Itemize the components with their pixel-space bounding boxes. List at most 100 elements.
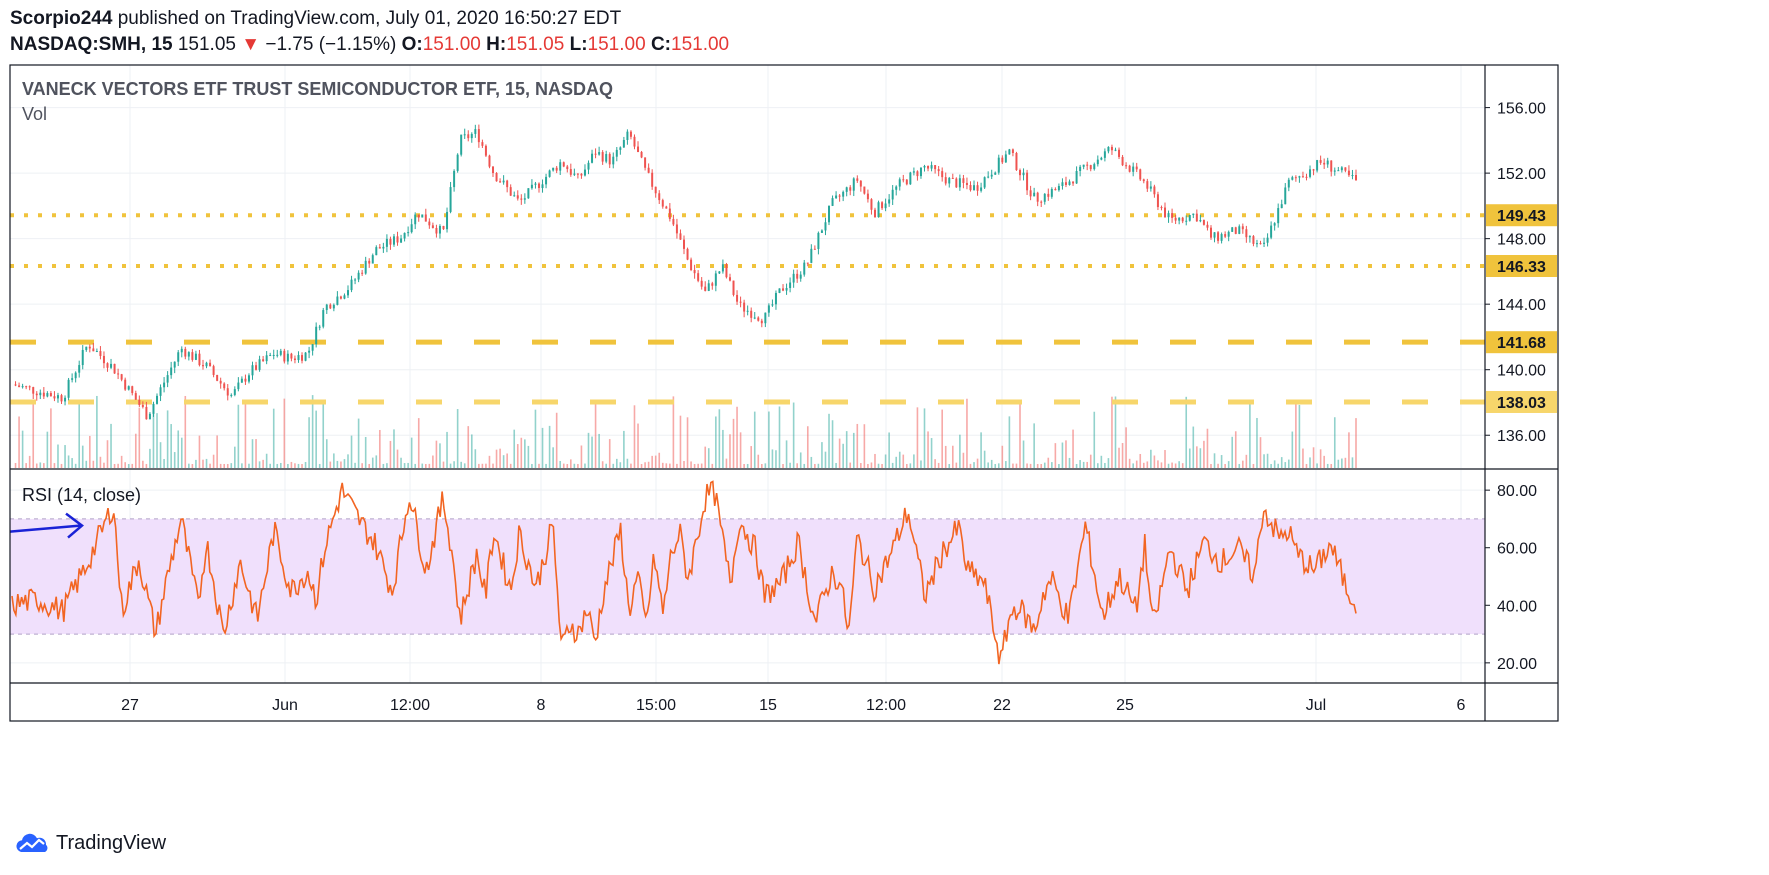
volume-bar: [1061, 442, 1064, 468]
volume-bar: [573, 463, 576, 468]
volume-bar: [43, 463, 45, 468]
candle-body: [1248, 236, 1251, 238]
volume-bar: [446, 431, 448, 468]
candle-body: [18, 385, 21, 387]
volume-bar: [481, 463, 484, 468]
candle-body: [1040, 201, 1043, 203]
volume-bar: [545, 463, 547, 468]
candle-body: [265, 355, 268, 362]
candle-body: [566, 166, 569, 170]
volume-bar: [180, 437, 183, 468]
candle-body: [463, 134, 466, 136]
volume-bar: [906, 463, 908, 468]
volume-bar: [237, 404, 240, 468]
volume-bar: [577, 463, 579, 468]
candle-body: [1238, 226, 1241, 234]
volume-bar: [810, 456, 813, 468]
volume-bar: [782, 463, 784, 468]
volume-bar: [902, 454, 905, 468]
candle-body: [357, 272, 360, 280]
candle-body: [1344, 167, 1347, 171]
candle-body: [923, 165, 926, 168]
candle-body: [1026, 172, 1029, 191]
candle-body: [166, 375, 169, 383]
volume-bar: [1047, 457, 1050, 468]
candle-body: [99, 351, 102, 356]
candle-body: [916, 171, 919, 177]
candle-body: [683, 239, 685, 249]
volume-bar: [838, 438, 841, 468]
horizontal-levels[interactable]: 149.43 146.33 141.68 138.03: [10, 204, 1557, 413]
volume-bar: [1291, 431, 1294, 468]
volume-bar: [219, 463, 222, 468]
candle-body: [1072, 181, 1075, 184]
volume-bar: [1075, 463, 1078, 468]
candle-body: [782, 288, 785, 291]
volume-bar: [538, 463, 540, 468]
candle-body: [559, 162, 562, 171]
candle-body: [71, 378, 74, 380]
candle-body: [771, 304, 774, 306]
candle-body: [753, 317, 756, 319]
candle-body: [654, 186, 657, 194]
candle-body: [1312, 169, 1315, 171]
time-axis-label: 12:00: [866, 697, 906, 714]
candle-body: [506, 180, 509, 188]
publisher-name[interactable]: Scorpio244: [10, 8, 113, 29]
level-price-tag: [1486, 204, 1557, 227]
pane-frames: [9, 64, 1559, 722]
candle-body: [651, 172, 654, 187]
volume-bar: [987, 462, 989, 468]
candle-body: [177, 352, 180, 362]
volume-bar: [718, 409, 721, 468]
volume-bar: [863, 424, 866, 468]
volume-bar: [824, 451, 827, 468]
axes[interactable]: 156.00 152.00 148.00 144.00 140.00 136.00 80.0…: [121, 101, 1546, 714]
volume-bar: [1284, 462, 1287, 468]
candle-body: [1231, 227, 1234, 232]
volume-bar: [959, 434, 961, 468]
tradingview-watermark[interactable]: TradingView: [14, 832, 166, 855]
candle-body: [421, 214, 424, 218]
candle-body: [1178, 217, 1181, 221]
volume-bar: [216, 435, 218, 468]
volume-bar: [722, 429, 724, 468]
volume-bar: [1157, 460, 1159, 468]
candle-body: [201, 365, 204, 367]
candle-body: [746, 310, 749, 312]
volume-bar: [1128, 458, 1131, 468]
volume-bar: [329, 461, 332, 468]
candle-body: [587, 162, 590, 170]
volume-bar: [672, 396, 675, 468]
candle-body: [859, 180, 862, 187]
volume-bar: [283, 398, 286, 468]
volume-bar: [425, 463, 427, 468]
volume-bar: [117, 463, 119, 468]
volume-bar: [1001, 445, 1004, 468]
volume-bar: [686, 417, 689, 468]
candle-body: [407, 232, 410, 234]
candle-body: [226, 388, 229, 396]
open-value: 151.00: [422, 34, 481, 55]
candle-body: [548, 170, 551, 177]
candle-body: [813, 248, 816, 250]
candle-body: [308, 350, 311, 353]
time-axis-label: 22: [993, 697, 1011, 714]
time-axis-label: 15: [759, 697, 777, 714]
candle-body: [1227, 231, 1230, 237]
volume-bar: [1029, 463, 1032, 468]
volume-bar: [1185, 396, 1188, 468]
volume-bar: [67, 455, 70, 468]
volume-bar: [1206, 428, 1209, 468]
volume-bar: [877, 463, 880, 468]
volume-bar: [934, 459, 936, 468]
candle-body: [14, 384, 17, 386]
volume-bar: [1171, 462, 1173, 468]
candle-body: [1330, 160, 1333, 172]
volume-bar: [410, 437, 413, 468]
volume-bar: [85, 460, 88, 468]
volume-bar: [923, 408, 926, 468]
volume-bar: [74, 463, 77, 468]
candle-body: [198, 353, 201, 366]
